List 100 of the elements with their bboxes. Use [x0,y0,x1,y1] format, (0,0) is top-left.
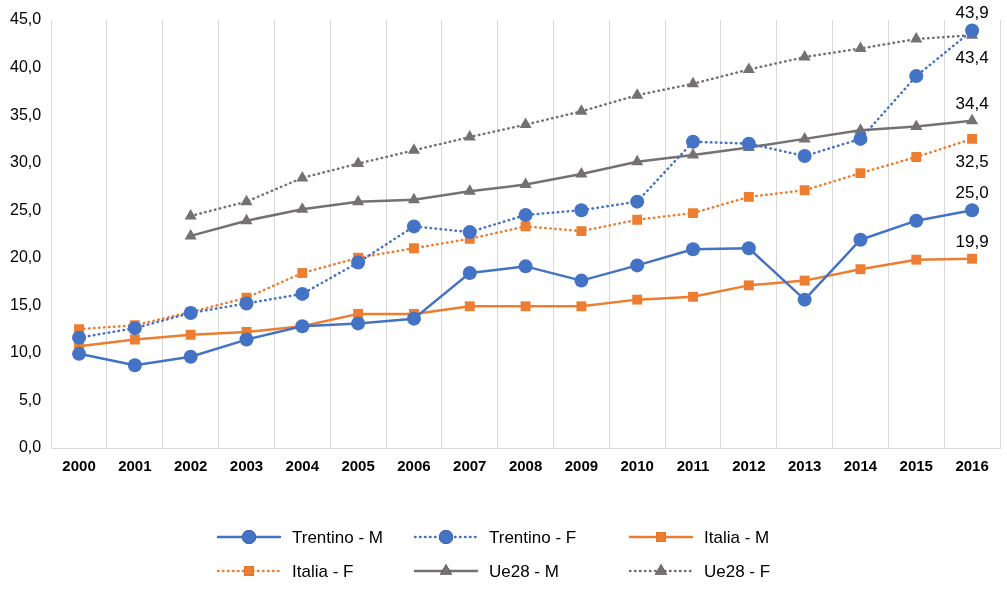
point [688,208,698,219]
point [631,154,644,166]
x-tick-label: 2006 [397,457,431,475]
point [966,113,979,125]
y-tick-label: 15,0 [10,295,42,313]
point [127,358,142,373]
point [520,221,531,232]
point [630,194,645,209]
x-tick-label: 2015 [899,457,933,475]
point [630,258,645,273]
point [408,243,419,254]
point [519,117,532,129]
y-tick-label: 10,0 [10,343,42,361]
x-tick-label: 2014 [843,457,878,475]
point [797,149,812,164]
data-label: 34,4 [955,93,989,113]
y-tick-label: 5,0 [18,390,42,408]
point [965,23,980,38]
data-label: 32,5 [955,151,989,171]
legend-label: Trentino - F [489,527,577,547]
point [240,213,253,225]
point [855,264,866,275]
point [632,294,643,305]
point [967,133,978,144]
y-tick-label: 0,0 [18,438,42,456]
legend-label: Trentino - M [292,527,384,547]
point [798,131,811,143]
point [686,148,700,159]
data-label: 43,4 [955,48,989,68]
point [352,194,365,206]
point [462,225,477,240]
x-tick-label: 2003 [229,457,264,475]
x-tick-label: 2016 [955,457,989,475]
point [688,291,698,302]
point [407,192,420,204]
x-tick-label: 2004 [285,457,320,475]
point [632,214,643,225]
point [520,301,531,312]
data-label: 19,9 [955,231,989,251]
data-label: 43,9 [955,3,989,23]
point [574,203,589,218]
point [406,311,421,326]
point [743,280,754,291]
point [406,219,421,234]
point [965,203,980,218]
point [296,170,309,182]
point [576,301,587,312]
y-tick-label: 45,0 [10,10,42,28]
x-tick-label: 2005 [341,457,375,475]
point [743,191,754,202]
point [464,301,475,312]
point [909,69,924,84]
point [129,334,140,345]
x-tick-label: 2001 [118,457,152,475]
point [742,62,755,73]
point [911,254,922,265]
y-tick-label: 20,0 [10,248,42,266]
point [72,330,87,345]
point [686,134,701,149]
legend-label: Ue28 - F [704,561,771,581]
point [463,184,476,195]
point [518,259,533,274]
point [909,213,924,228]
x-tick-label: 2002 [173,457,208,475]
point [127,321,142,336]
point [853,232,868,247]
point [910,32,923,43]
point [574,273,589,288]
point [686,76,700,88]
x-tick-label: 2009 [564,457,599,475]
point [295,286,310,301]
x-tick-label: 2013 [787,457,822,475]
point [855,168,866,179]
data-label: 25,0 [955,183,989,203]
point [184,228,197,240]
point [575,167,588,178]
legend-label: Italia - M [704,527,770,547]
point [518,207,533,222]
point [519,177,532,189]
y-tick-label: 30,0 [10,153,42,171]
point [183,349,198,364]
point [910,119,923,131]
y-tick-label: 25,0 [10,200,42,218]
point [686,242,701,257]
point [576,226,587,237]
point [296,202,309,213]
point [463,129,476,141]
point [239,332,254,347]
point [407,143,420,154]
point [185,329,196,340]
point [575,104,588,115]
point [462,266,477,280]
point [967,253,978,264]
point [351,316,366,331]
point [239,296,254,311]
x-tick-label: 2012 [732,457,766,475]
point [797,292,812,307]
x-tick-label: 2000 [62,457,96,475]
point [297,268,308,278]
legend-label: Ue28 - M [489,561,559,581]
